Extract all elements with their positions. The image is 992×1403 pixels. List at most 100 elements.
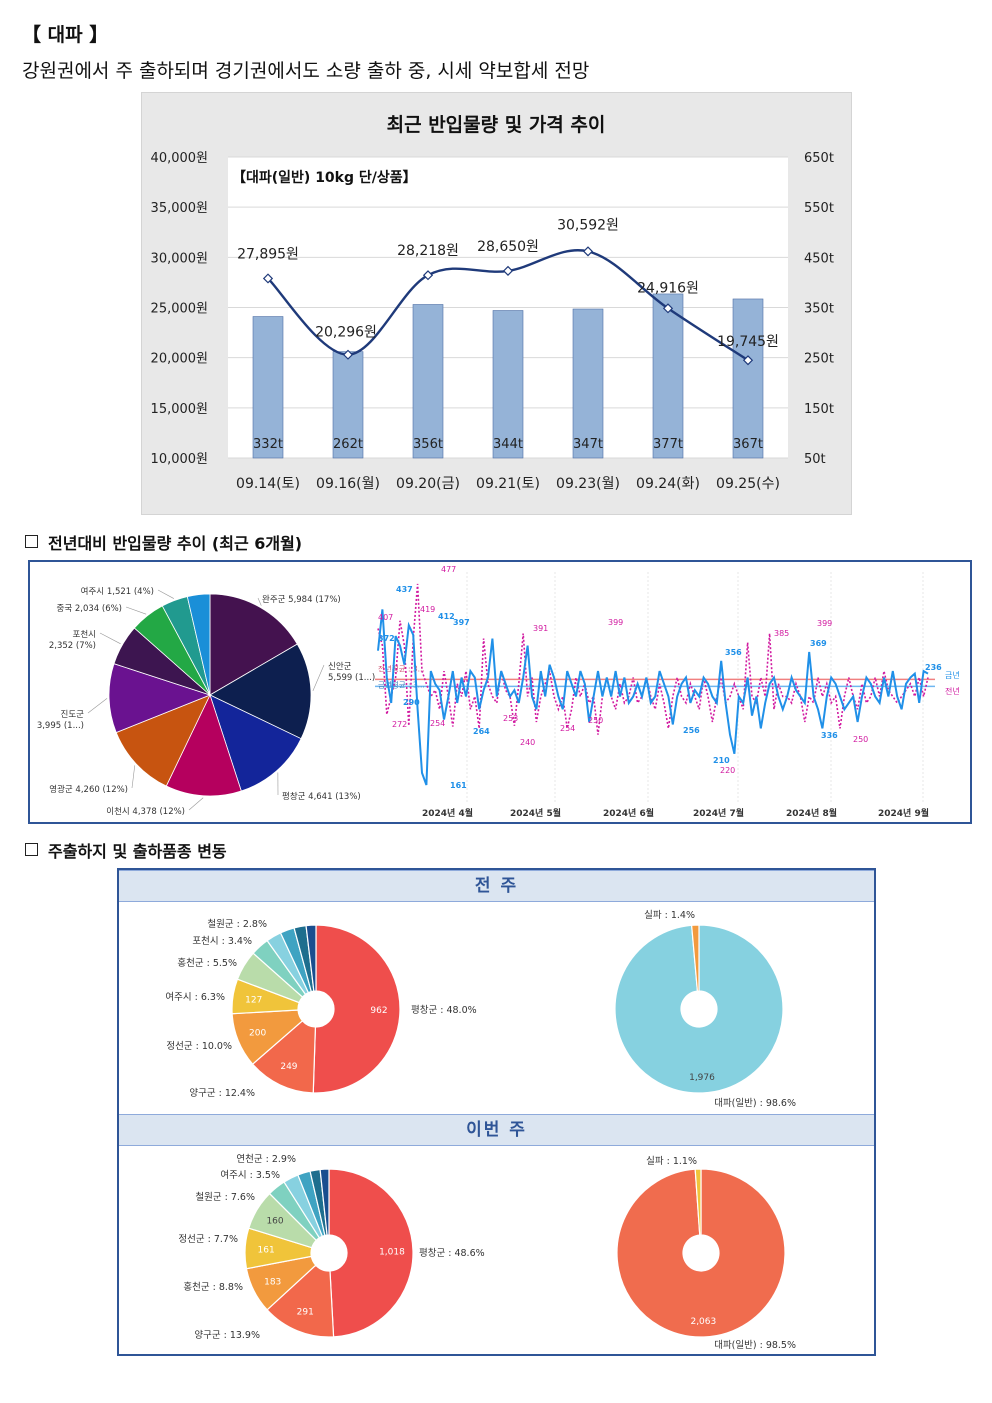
slice-category-label: 대파(일반) : 98.5% (714, 1340, 796, 1351)
leader-line (157, 589, 174, 599)
chart-title: 최근 반입물량 및 가격 추이 (387, 114, 606, 136)
right-axis-tick: 650t (804, 151, 834, 166)
price-data-label: 27,895원 (237, 246, 299, 262)
volume-data-label: 367t (733, 437, 763, 452)
data-point-label: 399 (817, 619, 832, 628)
data-point-label: 407 (378, 613, 393, 622)
data-point-label: 437 (396, 585, 413, 594)
volume-data-label: 332t (253, 437, 283, 452)
volume-bar (732, 298, 764, 459)
slice-category-label: 포천시 : 3.4% (192, 936, 252, 947)
right-axis-tick: 50t (804, 452, 826, 467)
price-data-label: 28,218원 (397, 243, 459, 259)
yoy-panel: 완주군 5,984 (17%) 신안군 5,599 (1...) 평창군 4,641 … (28, 560, 972, 824)
pie-slice (115, 694, 211, 787)
legend-last-year: 전년 (945, 686, 960, 696)
page-subtitle: 강원권에서 주 출하되며 경기권에서도 소량 출하 중, 시세 약보합세 전망 (22, 60, 590, 82)
this-year-series-line (377, 609, 929, 786)
data-point-label: 397 (453, 618, 470, 627)
right-axis-tick: 450t (804, 251, 834, 266)
axes: 10,000원 15,000원 20,000원 25,000원 30,000원 35,00… (151, 151, 834, 492)
slice-category-label: 평창군 : 48.6% (419, 1248, 485, 1259)
right-axis-tick: 350t (804, 302, 834, 317)
donut-slice (312, 924, 401, 1094)
pie-slice (186, 593, 211, 696)
slice-category-label: 실파 : 1.4% (644, 910, 695, 921)
pie-slice-label: 포천시 (73, 629, 96, 640)
left-axis-tick: 40,000원 (151, 151, 208, 166)
price-data-label: 24,916원 (637, 280, 699, 296)
pie-slice-label: 3,995 (1...) (37, 721, 84, 731)
pie-slice-label: 영광군 4,260 (12%) (49, 784, 128, 795)
pie-slice-label: 여주시 1,521 (4%) (81, 586, 154, 597)
pie-slice-label: 신안군 (328, 661, 352, 672)
section-yoy-title: 전년대비 반입물량 추이 (최근 6개월) (25, 530, 302, 554)
pie-slice (209, 593, 298, 696)
leader-line (257, 597, 262, 606)
data-point-label: 254 (430, 719, 445, 728)
data-point-label: 250 (853, 735, 868, 744)
slice-category-label: 대파(일반) : 98.6% (714, 1098, 796, 1109)
category-tick-label: 09.21(토) (476, 476, 540, 492)
pie-slice (209, 694, 302, 792)
section-region-title: 주출하지 및 출하품종 변동 (25, 838, 227, 862)
price-data-label: 20,296원 (315, 325, 377, 341)
data-point-label: 210 (713, 756, 730, 765)
price-marker (582, 246, 594, 257)
category-tick-label: 09.16(월) (316, 476, 380, 492)
leader-line (99, 632, 121, 645)
month-tick-label: 2024년 4월 (422, 807, 473, 819)
data-point-label: 391 (533, 624, 548, 633)
right-axis-tick: 150t (804, 402, 834, 417)
price-data-label: 30,592원 (557, 217, 619, 233)
data-point-label: 161 (450, 781, 467, 790)
region-variety-panel: 전 주 이번 주 962 평창군 : 48.0% 249 양구군 : 12.4% 200… (117, 868, 876, 1356)
donut-slice (266, 1264, 335, 1338)
left-axis-tick: 20,000원 (151, 352, 208, 367)
pie-slice-label: 2,352 (7%) (49, 641, 96, 651)
slice-value-label: 161 (258, 1245, 275, 1255)
data-point-label: 254 (560, 724, 575, 733)
slice-value-label: 183 (264, 1277, 281, 1287)
price-marker (502, 265, 514, 276)
pie-slice-label: 중국 2,034 (6%) (57, 604, 123, 614)
pie-slice-label: 평창군 4,641 (13%) (282, 791, 361, 802)
right-axis-tick: 250t (804, 352, 834, 367)
slice-category-label: 철원군 : 2.8% (207, 919, 267, 930)
data-point-label: 264 (473, 727, 490, 736)
price-marker (262, 273, 274, 284)
pie-slice-label: 진도군 (61, 709, 85, 720)
volume-data-label: 356t (413, 437, 443, 452)
donut-charts: 962 평창군 : 48.0% 249 양구군 : 12.4% 200 정선군 : 10.… (165, 910, 796, 1351)
this-year-average-label: 금년평균 : 3... (378, 679, 425, 689)
slice-category-label: 여주시 : 6.3% (165, 991, 225, 1003)
slice-category-label: 여주시 : 3.5% (220, 1169, 280, 1181)
slice-category-label: 양구군 : 12.4% (189, 1088, 255, 1099)
slice-category-label: 실파 : 1.1% (646, 1156, 697, 1167)
category-tick-label: 09.23(월) (556, 476, 620, 492)
left-axis-tick: 10,000원 (151, 452, 208, 467)
price-marker (342, 349, 354, 360)
checkbox-icon (25, 535, 38, 548)
data-point-label: 336 (821, 731, 838, 740)
donut-slice (305, 924, 317, 992)
region-variety-svg: 962 평창군 : 48.0% 249 양구군 : 12.4% 200 정선군 : 10.… (165, 910, 796, 1351)
month-tick-label: 2024년 5월 (510, 807, 561, 819)
price-data-label: 19,745원 (717, 334, 779, 350)
leader-line (188, 797, 204, 811)
slice-category-label: 양구군 : 13.9% (194, 1330, 260, 1341)
month-tick-label: 2024년 9월 (878, 807, 929, 819)
volume-bar (332, 351, 364, 459)
month-tick-label: 2024년 6월 (603, 807, 654, 819)
volume-data-label: 344t (493, 437, 523, 452)
volume-data-label: 347t (573, 437, 603, 452)
slice-category-label: 평창군 : 48.0% (411, 1005, 477, 1016)
donut-slice (614, 924, 784, 1094)
donut-slice (319, 1168, 330, 1236)
volume-price-chart: 최근 반입물량 및 가격 추이 【대파(일반) 10kg 단/상품】 332t 2… (141, 92, 852, 515)
slice-category-label: 홍천군 : 8.8% (183, 1281, 243, 1293)
slice-value-label: 1,976 (689, 1073, 715, 1083)
price-data-label: 28,650원 (477, 239, 539, 255)
